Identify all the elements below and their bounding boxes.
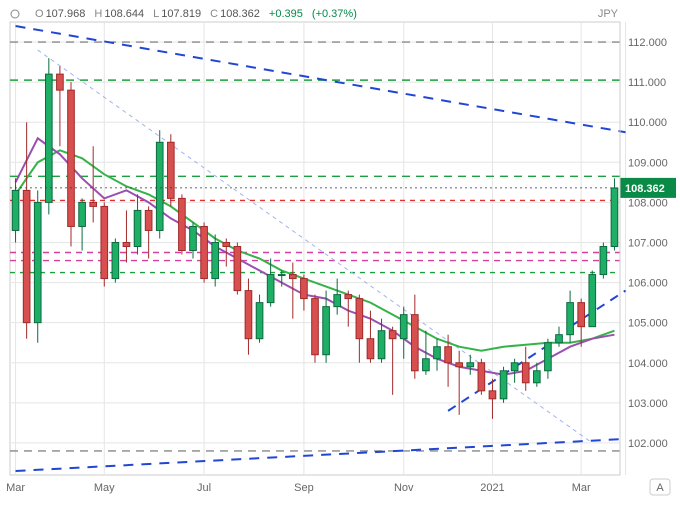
svg-text:109.000: 109.000 — [628, 157, 668, 169]
svg-text:Jul: Jul — [197, 482, 211, 494]
svg-text:2021: 2021 — [480, 482, 504, 494]
svg-text:112.000: 112.000 — [628, 37, 667, 49]
svg-text:May: May — [94, 482, 115, 494]
chart-container: O107.968 H108.644 L107.819 C108.362 +0.3… — [0, 0, 680, 505]
svg-text:108.362: 108.362 — [625, 183, 665, 195]
svg-text:A: A — [656, 482, 664, 494]
price-chart[interactable]: 102.000 103.000 104.000 105.000 106.000 107.0… — [0, 0, 680, 505]
svg-text:111.000: 111.000 — [628, 77, 666, 89]
svg-text:110.000: 110.000 — [628, 117, 667, 129]
svg-text:Mar: Mar — [572, 482, 591, 494]
svg-text:107.000: 107.000 — [628, 237, 668, 249]
svg-text:Mar: Mar — [6, 482, 25, 494]
svg-text:Sep: Sep — [294, 482, 314, 494]
svg-text:102.000: 102.000 — [628, 438, 668, 450]
svg-text:Nov: Nov — [394, 482, 414, 494]
svg-text:106.000: 106.000 — [628, 278, 668, 290]
svg-text:104.000: 104.000 — [628, 358, 668, 370]
svg-text:108.000: 108.000 — [628, 197, 668, 209]
svg-text:105.000: 105.000 — [628, 318, 668, 330]
svg-text:103.000: 103.000 — [628, 398, 668, 410]
